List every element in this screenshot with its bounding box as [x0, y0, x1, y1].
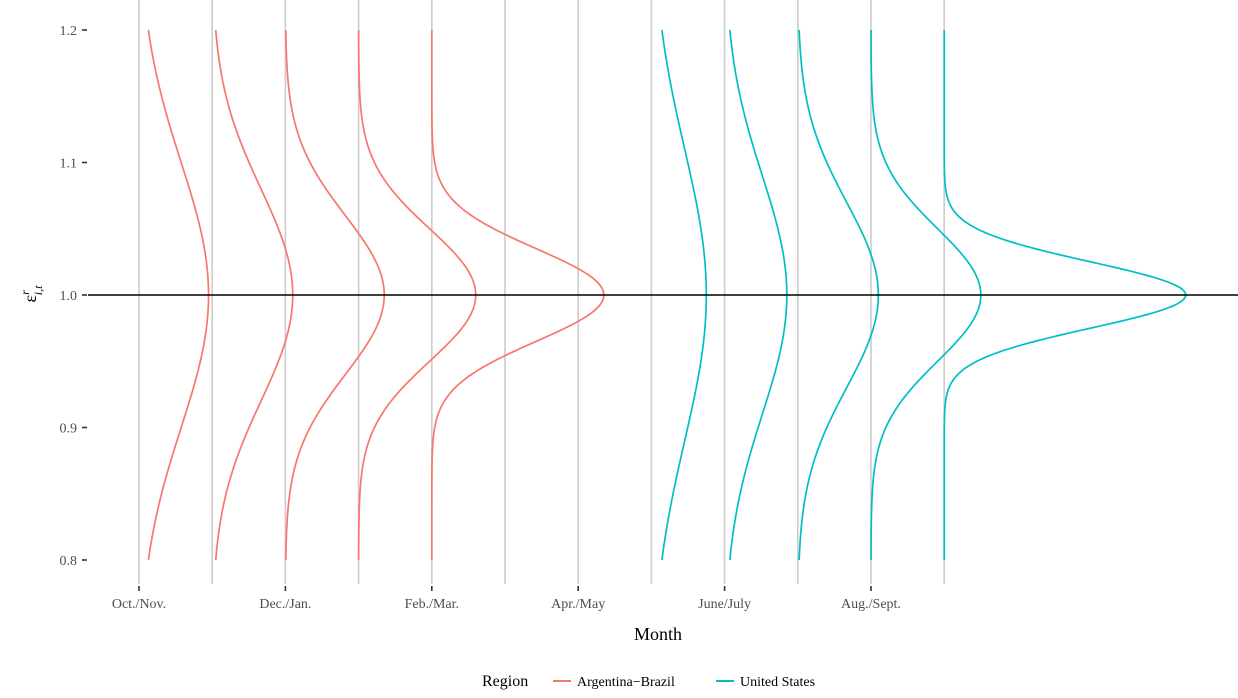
y-axis-title-base: ε	[20, 294, 40, 302]
y-tick-label: 0.8	[60, 554, 78, 569]
y-axis-title-sub: i,t	[31, 285, 45, 295]
x-axis-title: Month	[634, 624, 682, 644]
x-axis: Oct./Nov. Dec./Jan. Feb./Mar. Apr./May June/…	[112, 586, 901, 612]
x-tick-label: Dec./Jan.	[259, 597, 311, 612]
y-axis-title: εri,t	[18, 285, 45, 303]
x-tick-label: Apr./May	[551, 597, 605, 612]
y-tick-label: 0.9	[60, 422, 78, 437]
x-tick-label: Oct./Nov.	[112, 597, 166, 612]
y-axis: 0.8 0.9 1.0 1.1 1.2	[60, 24, 87, 569]
x-tick-label: June/July	[698, 597, 751, 612]
y-axis-title-sup: r	[18, 290, 32, 295]
y-tick-label: 1.1	[60, 157, 78, 172]
legend-label-argentina-brazil: Argentina−Brazil	[577, 675, 675, 690]
vertical-grid-lines	[138, 0, 946, 584]
legend-title: Region	[482, 673, 528, 690]
y-tick-label: 1.2	[60, 24, 78, 39]
x-tick-label: Aug./Sept.	[841, 597, 901, 612]
x-tick-label: Feb./Mar.	[405, 597, 459, 612]
y-tick-label: 1.0	[60, 289, 78, 304]
legend: Region Argentina−Brazil United States	[482, 673, 815, 690]
legend-label-united-states: United States	[740, 675, 815, 690]
